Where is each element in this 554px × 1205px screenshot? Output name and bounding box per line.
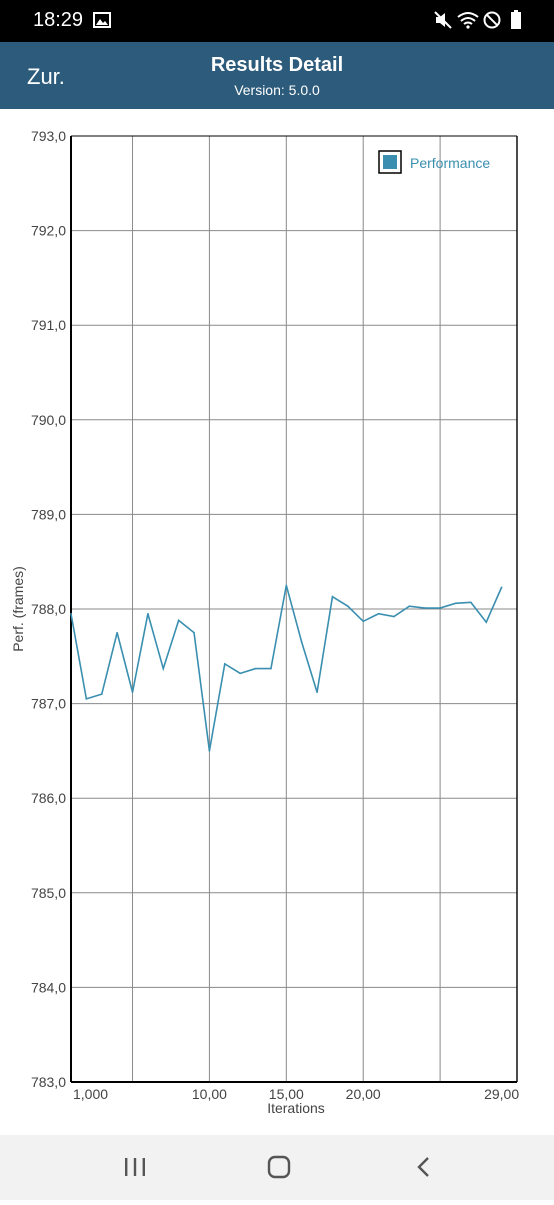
data-point [423, 607, 426, 609]
status-time: 18:29 [33, 9, 84, 31]
y-tick-label: 786,0 [31, 790, 66, 806]
data-point [362, 620, 365, 623]
do-not-disturb-icon [483, 11, 501, 34]
data-point [470, 601, 472, 604]
x-tick-label: 10,00 [192, 1086, 227, 1102]
y-tick-label: 792,0 [31, 223, 66, 239]
page-title: Results Detail [210, 54, 344, 76]
data-point [177, 619, 180, 622]
data-point [162, 667, 165, 670]
y-tick-label: 785,0 [31, 885, 66, 901]
chart-container: 783,0 784,0 785,0 786,0 787,0 788,0 789,0 790,0… [0, 109, 554, 1135]
data-point [254, 667, 257, 670]
mute-icon [434, 11, 452, 34]
data-point [500, 586, 503, 589]
legend-label: Performance [410, 155, 490, 171]
data-point [85, 698, 88, 700]
back-button[interactable]: Zur. [27, 64, 65, 89]
wifi-icon [457, 11, 479, 34]
version-label: Version: 5.0.0 [234, 82, 320, 98]
y-tick-label: 790,0 [31, 412, 66, 428]
x-tick-label: 29,00 [484, 1086, 519, 1102]
data-point [331, 595, 334, 598]
data-point [239, 672, 241, 675]
data-point [223, 663, 226, 665]
recent-apps-button[interactable] [95, 1135, 175, 1200]
data-point [316, 691, 318, 694]
y-axis-title: Perf. (frames) [10, 566, 26, 652]
y-tick-label: 784,0 [31, 979, 66, 995]
data-point [454, 602, 457, 605]
data-point [70, 612, 72, 615]
x-tick-label: 15,00 [269, 1086, 304, 1102]
data-point [347, 605, 349, 607]
data-point [393, 615, 395, 618]
y-tick-label: 787,0 [31, 696, 66, 712]
data-point [100, 693, 103, 695]
image-notification-icon [93, 12, 111, 33]
data-point [208, 750, 211, 752]
app-bar: Zur. Results Detail Version: 5.0.0 [0, 42, 554, 109]
legend-swatch [383, 155, 397, 169]
x-tick-label: 20,00 [346, 1086, 381, 1102]
y-tick-label: 793,0 [31, 128, 66, 144]
y-tick-label: 788,0 [31, 601, 66, 617]
performance-chart: 783,0 784,0 785,0 786,0 787,0 788,0 789,0 790,0… [10, 128, 519, 1116]
back-arrow-icon [417, 1157, 429, 1177]
home-icon [267, 1155, 291, 1179]
data-point [377, 612, 380, 615]
data-point [270, 667, 272, 670]
data-point [285, 584, 288, 587]
x-axis-title: Iterations [267, 1100, 325, 1116]
recent-apps-icon [125, 1158, 145, 1176]
data-point [131, 691, 134, 694]
y-tick-label: 791,0 [31, 317, 66, 333]
navigation-bar [0, 1135, 554, 1200]
data-point [147, 612, 149, 615]
data-point [408, 605, 411, 607]
data-point [193, 631, 195, 634]
data-point [116, 631, 118, 634]
x-tick-label: 1,000 [73, 1086, 108, 1102]
status-bar: 18:29 [0, 0, 554, 42]
y-tick-label: 783,0 [31, 1074, 66, 1090]
data-point [485, 621, 488, 624]
y-tick-label: 789,0 [31, 506, 66, 522]
home-button[interactable] [239, 1135, 319, 1200]
data-point [439, 607, 441, 609]
data-point [300, 641, 303, 643]
battery-icon [510, 10, 522, 35]
back-nav-button[interactable] [384, 1135, 464, 1200]
